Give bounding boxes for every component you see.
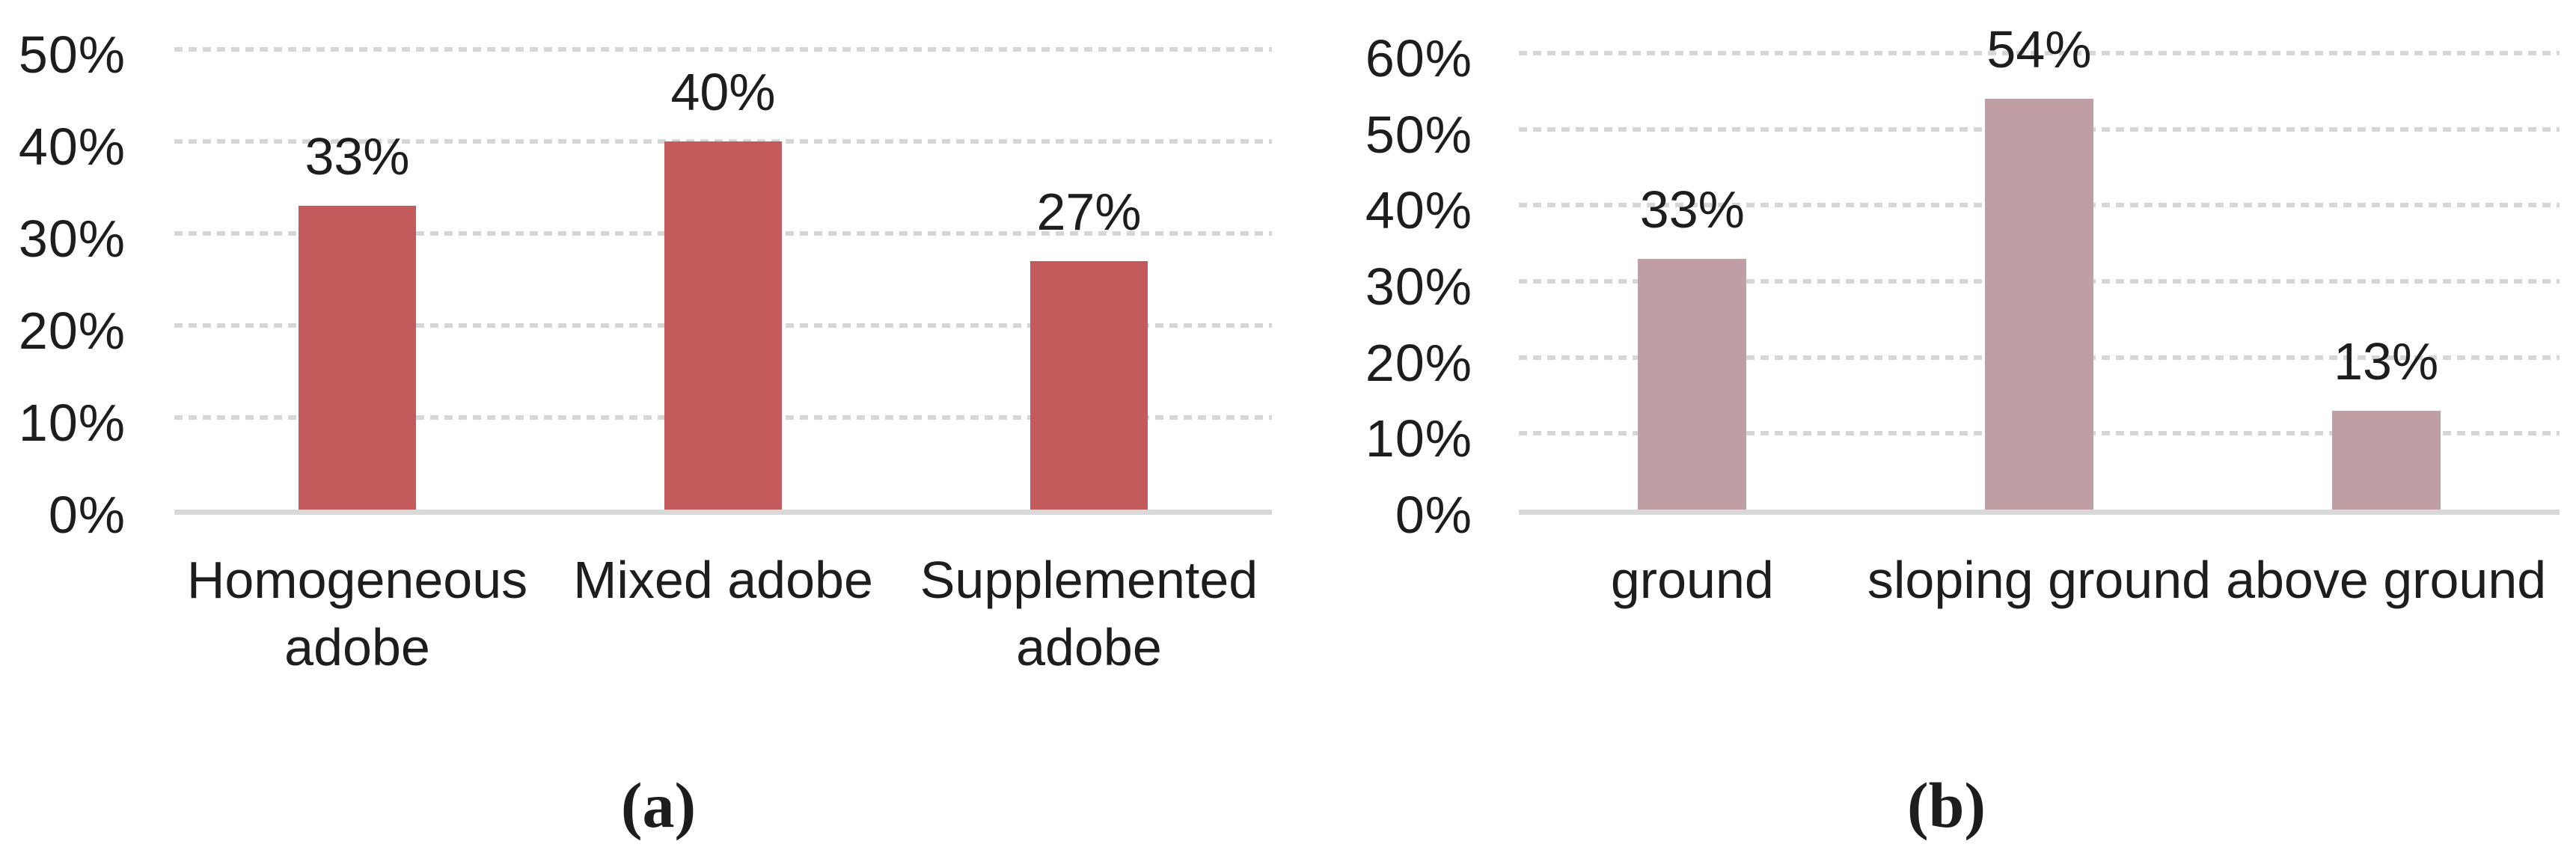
bar (1030, 260, 1148, 510)
bar-value-label: 33% (305, 127, 410, 186)
bar-value-label: 40% (670, 63, 776, 121)
category-label: Mixed adobe (573, 551, 873, 609)
category-label: ground (1610, 551, 1774, 609)
y-axis-tick-label: 40% (18, 117, 126, 176)
category-label: Homogeneous adobe (186, 551, 528, 676)
plot-area-b: 33% 54% 13% (1519, 20, 2560, 515)
bar-slot: 33% (1519, 177, 1866, 510)
y-axis-tick-label: 0% (48, 486, 126, 544)
y-axis-tick-label: 30% (1365, 257, 1472, 316)
bar-slot: 13% (2212, 328, 2560, 510)
bar (2331, 410, 2441, 510)
bar-slot: 27% (906, 179, 1272, 510)
y-axis-b: 0% 10% 20% 30% 40% 50% 60% (1317, 32, 1519, 541)
y-axis-tick-label: 20% (18, 302, 126, 360)
panel-a: 0% 10% 20% 30% 40% 50% 33% 40% 27% Homogeneous … (0, 28, 1317, 841)
y-axis-a: 0% 10% 20% 30% 40% 50% (0, 28, 174, 541)
bar-slot: 40% (540, 59, 906, 510)
category-label: sloping ground (1867, 551, 2212, 609)
bar (1984, 99, 2093, 510)
y-axis-tick-label: 50% (1365, 105, 1472, 164)
chart-area-a: 0% 10% 20% 30% 40% 50% 33% 40% 27% (0, 28, 1317, 541)
panel-caption-a: (a) (620, 769, 697, 841)
y-axis-tick-label: 10% (1365, 409, 1472, 468)
panel-b: 0% 10% 20% 30% 40% 50% 60% 33% 54% 13% ground slo… (1317, 0, 2576, 856)
y-axis-tick-label: 20% (1365, 333, 1472, 392)
bar-value-label: 27% (1036, 182, 1142, 241)
plot-area-a: 33% 40% 27% (174, 47, 1272, 515)
bar-value-label: 33% (1639, 180, 1745, 239)
panel-caption-b: (b) (1906, 769, 1986, 841)
y-axis-tick-label: 30% (18, 210, 126, 268)
y-axis-tick-label: 10% (18, 394, 126, 452)
y-axis-tick-label: 50% (18, 25, 126, 84)
gridline (174, 47, 1272, 52)
category-axis-a: Homogeneous adobe Mixed adobe Supplemented… (174, 546, 1272, 681)
bar-value-label: 13% (2334, 331, 2439, 391)
y-axis-tick-label: 0% (1395, 486, 1472, 544)
bar-slot: 33% (174, 123, 540, 510)
category-label: above ground (2226, 551, 2547, 609)
bar (298, 206, 416, 510)
bar-value-label: 54% (1986, 20, 2092, 79)
category-axis-b: ground sloping ground above ground (1519, 546, 2560, 614)
chart-area-b: 0% 10% 20% 30% 40% 50% 60% 33% 54% 13% (1317, 20, 2576, 541)
gridline (1519, 51, 2560, 55)
bar-slot: 54% (1866, 16, 2213, 510)
y-axis-tick-label: 40% (1365, 181, 1472, 240)
bar (664, 141, 782, 510)
bar (1638, 258, 1747, 510)
y-axis-tick-label: 60% (1365, 29, 1472, 88)
category-label: Supplemented adobe (920, 551, 1258, 676)
